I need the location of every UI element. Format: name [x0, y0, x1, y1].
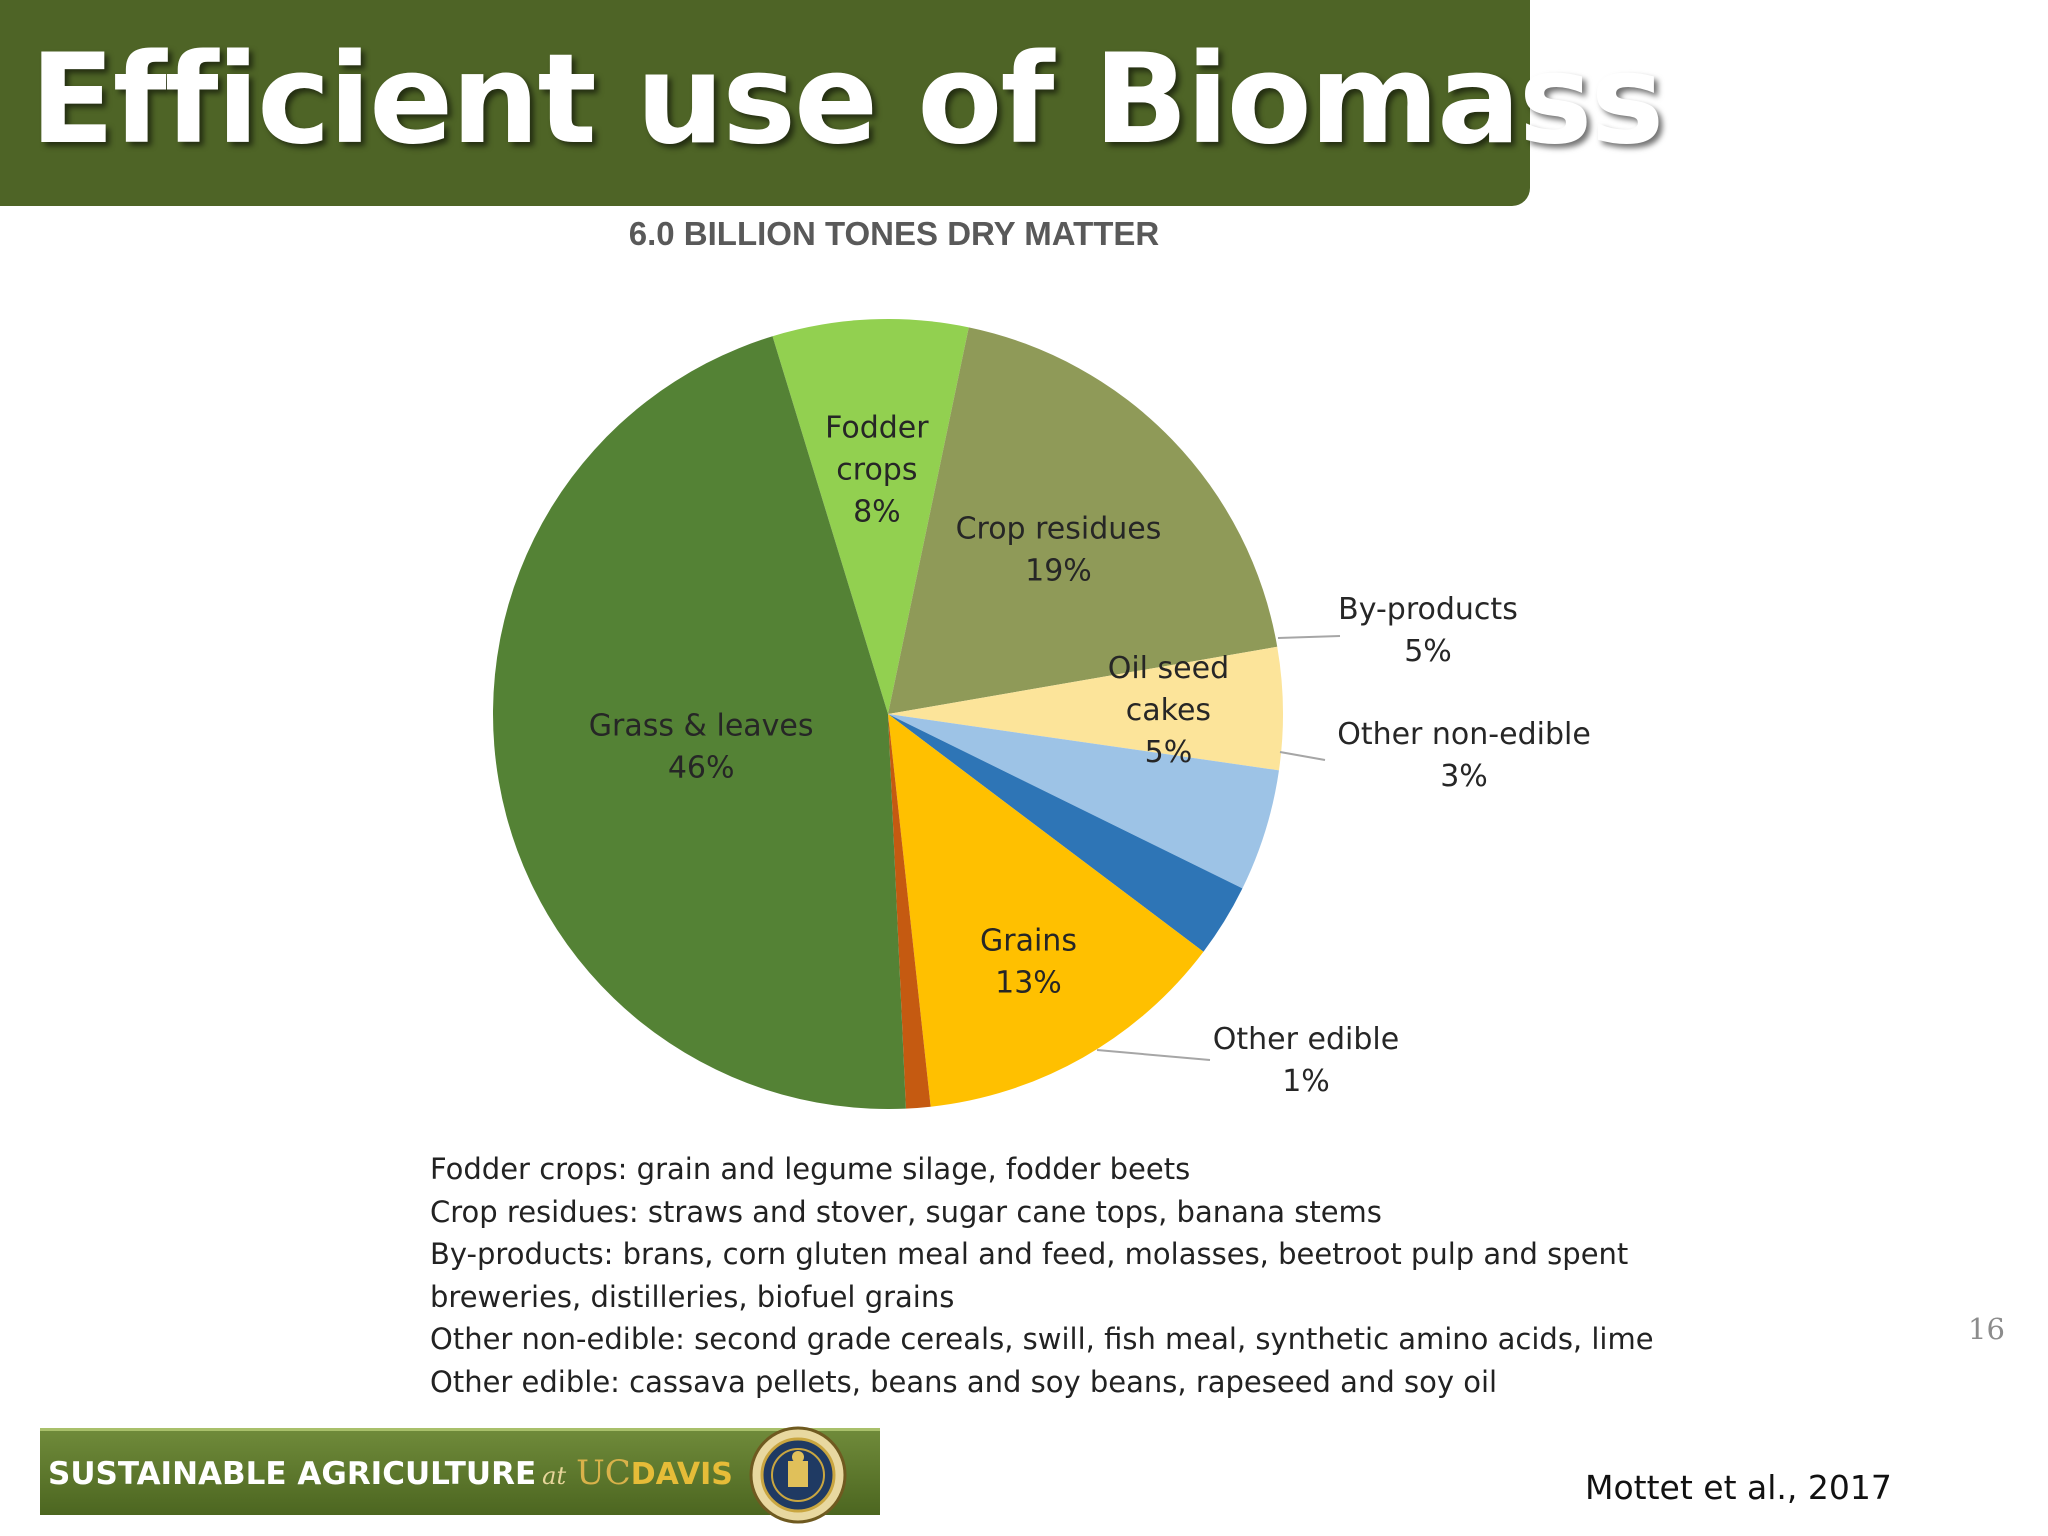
note-line: By-products: brans, corn gluten meal and…	[430, 1237, 1629, 1271]
data-label-value: 19%	[1025, 553, 1092, 588]
pie-slice-other-edible	[888, 714, 931, 1109]
leader-line-other-non-edible	[1279, 751, 1326, 761]
banner-text: SUSTAINABLE AGRICULTURE at UCDAVIS	[48, 1453, 733, 1493]
pie-slice-other-non-edible	[888, 714, 1243, 952]
data-label-category: Grass & leaves	[589, 708, 814, 743]
data-label-category: Oil seed	[1108, 651, 1229, 686]
pie-slice-grains	[888, 714, 1204, 1107]
banner-uc: UC	[576, 1453, 631, 1493]
data-label-value: 1%	[1282, 1064, 1330, 1099]
data-label-value: 3%	[1440, 759, 1488, 794]
data-label-category: Other non-edible	[1337, 717, 1591, 752]
data-label-value: 8%	[853, 494, 901, 529]
data-label-value: 13%	[995, 965, 1062, 1000]
data-label-category: cakes	[1126, 693, 1211, 728]
data-label-value: 5%	[1404, 634, 1452, 669]
pie-slice-grass-leaves	[493, 336, 906, 1109]
pie-chart: 6.0 BILLION TONES DRY MATTER Fodder crops…	[493, 215, 1591, 1109]
citation: Mottet et al., 2017	[1585, 1468, 1892, 1507]
leader-lines	[1096, 635, 1341, 1061]
leader-line-other-edible	[1096, 1049, 1211, 1061]
pie-slices	[493, 319, 1283, 1109]
data-label-category: Other edible	[1213, 1022, 1399, 1057]
footer-banner: SUSTAINABLE AGRICULTURE at UCDAVIS	[40, 1426, 880, 1524]
banner-davis: DAVIS	[630, 1457, 733, 1492]
banner-program: SUSTAINABLE AGRICULTURE	[48, 1456, 537, 1492]
pie-slice-crop-residues	[888, 327, 1278, 714]
note-line: Other edible: cassava pellets, beans and…	[430, 1364, 1498, 1399]
page-number: 16	[1968, 1312, 2005, 1346]
data-label-category: Fodder	[825, 410, 929, 445]
leader-line-by-products	[1277, 635, 1341, 639]
pie-slice-by-products	[888, 714, 1279, 889]
data-label-category: Crop residues	[956, 511, 1162, 546]
slide-title: Efficient use of Biomass	[30, 28, 1664, 172]
data-label-value: 5%	[1145, 735, 1193, 770]
note-line: breweries, distilleries, biofuel grains	[430, 1279, 955, 1314]
uc-seal-icon	[749, 1426, 847, 1524]
pie-slice-fodder-crops	[772, 319, 969, 714]
chart-title: 6.0 BILLION TONES DRY MATTER	[629, 215, 1160, 252]
data-label-category: By-products	[1338, 592, 1518, 627]
data-label-category: Grains	[980, 923, 1077, 958]
note-line: Fodder crops: grain and legume silage, f…	[430, 1152, 1191, 1186]
data-label-category: crops	[836, 452, 917, 487]
slice-labels: Fodder crops 8% Crop residues 19% Oil seed cak…	[589, 410, 1591, 1099]
pie-slice-oil-seed-cakes	[888, 646, 1283, 771]
notes-list: Fodder crops: grain and legume silage, f…	[430, 1148, 1680, 1403]
data-label-value: 46%	[668, 750, 735, 785]
banner-at: at	[542, 1462, 567, 1490]
note-line: Other non-edible: second grade cereals, …	[430, 1322, 1654, 1356]
title-bar: Efficient use of Biomass	[0, 0, 1664, 206]
note-line: Crop residues: straws and stover, sugar …	[430, 1194, 1382, 1229]
